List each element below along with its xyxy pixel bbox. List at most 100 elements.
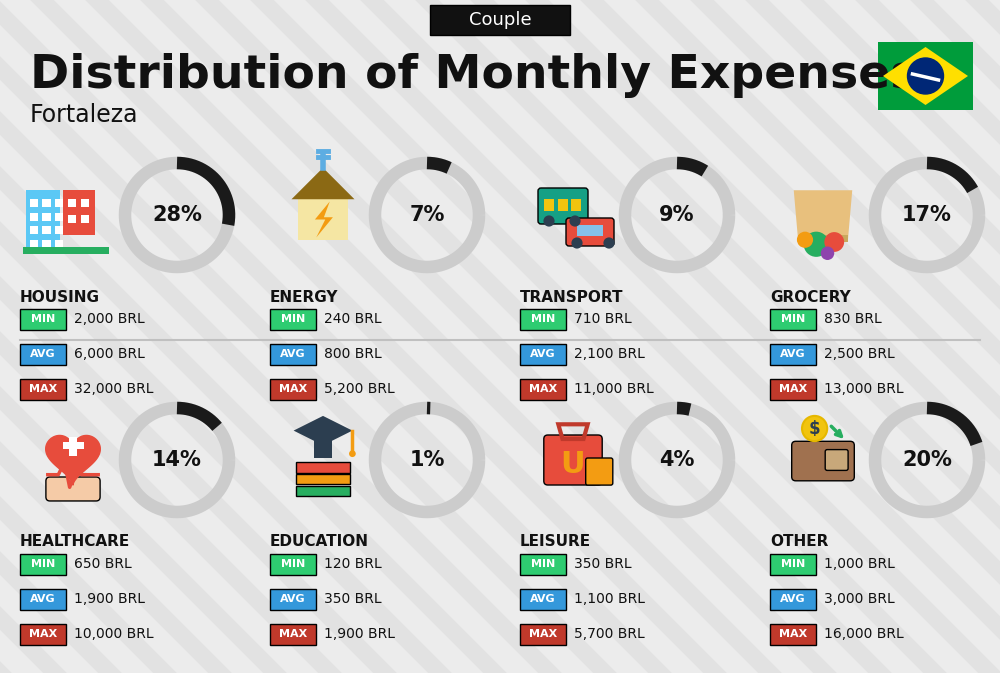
Text: 14%: 14%: [152, 450, 202, 470]
Bar: [42, 199, 50, 207]
Circle shape: [603, 238, 615, 248]
Text: 1,900 BRL: 1,900 BRL: [324, 627, 395, 641]
Text: 5,700 BRL: 5,700 BRL: [574, 627, 645, 641]
Bar: [558, 199, 568, 211]
Bar: [26, 190, 60, 249]
Text: $: $: [809, 419, 820, 437]
FancyBboxPatch shape: [20, 378, 66, 400]
Text: AVG: AVG: [280, 349, 306, 359]
Text: 16,000 BRL: 16,000 BRL: [824, 627, 904, 641]
Bar: [544, 199, 554, 211]
Bar: [30, 199, 38, 207]
Bar: [798, 236, 848, 242]
Polygon shape: [292, 168, 354, 199]
Bar: [23, 248, 109, 254]
FancyBboxPatch shape: [270, 343, 316, 365]
Bar: [62, 442, 84, 449]
Text: 3,000 BRL: 3,000 BRL: [824, 592, 895, 606]
Text: AVG: AVG: [530, 594, 556, 604]
Text: 1%: 1%: [409, 450, 445, 470]
Text: MAX: MAX: [779, 629, 807, 639]
FancyBboxPatch shape: [20, 343, 66, 365]
Text: MIN: MIN: [31, 314, 55, 324]
Bar: [577, 225, 603, 236]
Text: GROCERY: GROCERY: [770, 289, 851, 304]
FancyBboxPatch shape: [20, 588, 66, 610]
Circle shape: [802, 416, 827, 441]
FancyBboxPatch shape: [270, 623, 316, 645]
FancyBboxPatch shape: [792, 441, 854, 481]
Text: 120 BRL: 120 BRL: [324, 557, 382, 571]
FancyBboxPatch shape: [20, 553, 66, 575]
FancyBboxPatch shape: [586, 458, 613, 485]
Text: 7%: 7%: [409, 205, 445, 225]
FancyBboxPatch shape: [520, 553, 566, 575]
FancyBboxPatch shape: [520, 378, 566, 400]
Text: 13,000 BRL: 13,000 BRL: [824, 382, 904, 396]
Text: 2,000 BRL: 2,000 BRL: [74, 312, 145, 326]
Text: 710 BRL: 710 BRL: [574, 312, 632, 326]
FancyBboxPatch shape: [538, 188, 588, 224]
Bar: [68, 199, 76, 207]
Circle shape: [543, 215, 555, 227]
FancyBboxPatch shape: [770, 588, 816, 610]
Text: HEALTHCARE: HEALTHCARE: [20, 534, 130, 549]
FancyBboxPatch shape: [46, 477, 100, 501]
Text: 1,000 BRL: 1,000 BRL: [824, 557, 895, 571]
Circle shape: [569, 215, 581, 227]
FancyBboxPatch shape: [430, 5, 570, 35]
Text: AVG: AVG: [780, 349, 806, 359]
Text: U: U: [561, 450, 585, 479]
FancyBboxPatch shape: [20, 623, 66, 645]
Text: MAX: MAX: [779, 384, 807, 394]
Bar: [42, 226, 50, 234]
Text: MAX: MAX: [279, 629, 307, 639]
Text: 2,500 BRL: 2,500 BRL: [824, 347, 895, 361]
Circle shape: [804, 232, 829, 257]
Text: 240 BRL: 240 BRL: [324, 312, 382, 326]
Text: AVG: AVG: [780, 594, 806, 604]
Bar: [30, 226, 38, 234]
Text: 28%: 28%: [152, 205, 202, 225]
FancyBboxPatch shape: [20, 308, 66, 330]
Circle shape: [571, 238, 583, 248]
FancyBboxPatch shape: [270, 378, 316, 400]
Bar: [81, 199, 89, 207]
Bar: [30, 213, 38, 221]
Text: LEISURE: LEISURE: [520, 534, 591, 549]
Text: ENERGY: ENERGY: [270, 289, 338, 304]
Bar: [30, 240, 38, 248]
Text: 11,000 BRL: 11,000 BRL: [574, 382, 654, 396]
Text: 5,200 BRL: 5,200 BRL: [324, 382, 395, 396]
Polygon shape: [883, 47, 968, 105]
Text: 830 BRL: 830 BRL: [824, 312, 882, 326]
FancyBboxPatch shape: [770, 378, 816, 400]
FancyBboxPatch shape: [770, 308, 816, 330]
FancyBboxPatch shape: [296, 486, 350, 496]
Text: MAX: MAX: [529, 384, 557, 394]
Text: HOUSING: HOUSING: [20, 289, 100, 304]
Text: 32,000 BRL: 32,000 BRL: [74, 382, 154, 396]
Text: MIN: MIN: [281, 314, 305, 324]
FancyBboxPatch shape: [296, 474, 350, 485]
Text: MIN: MIN: [31, 559, 55, 569]
Polygon shape: [794, 190, 852, 242]
Circle shape: [824, 232, 844, 252]
FancyBboxPatch shape: [544, 435, 602, 485]
Text: Fortaleza: Fortaleza: [30, 103, 138, 127]
FancyBboxPatch shape: [520, 588, 566, 610]
FancyBboxPatch shape: [520, 623, 566, 645]
Polygon shape: [46, 435, 100, 485]
Text: TRANSPORT: TRANSPORT: [520, 289, 624, 304]
Text: MIN: MIN: [781, 559, 805, 569]
Text: MAX: MAX: [29, 384, 57, 394]
FancyBboxPatch shape: [520, 308, 566, 330]
Text: Distribution of Monthly Expenses: Distribution of Monthly Expenses: [30, 52, 918, 98]
Bar: [42, 240, 50, 248]
Bar: [55, 199, 63, 207]
Bar: [81, 215, 89, 223]
FancyBboxPatch shape: [878, 42, 973, 110]
Bar: [42, 213, 50, 221]
Circle shape: [349, 450, 356, 457]
Text: 6,000 BRL: 6,000 BRL: [74, 347, 145, 361]
